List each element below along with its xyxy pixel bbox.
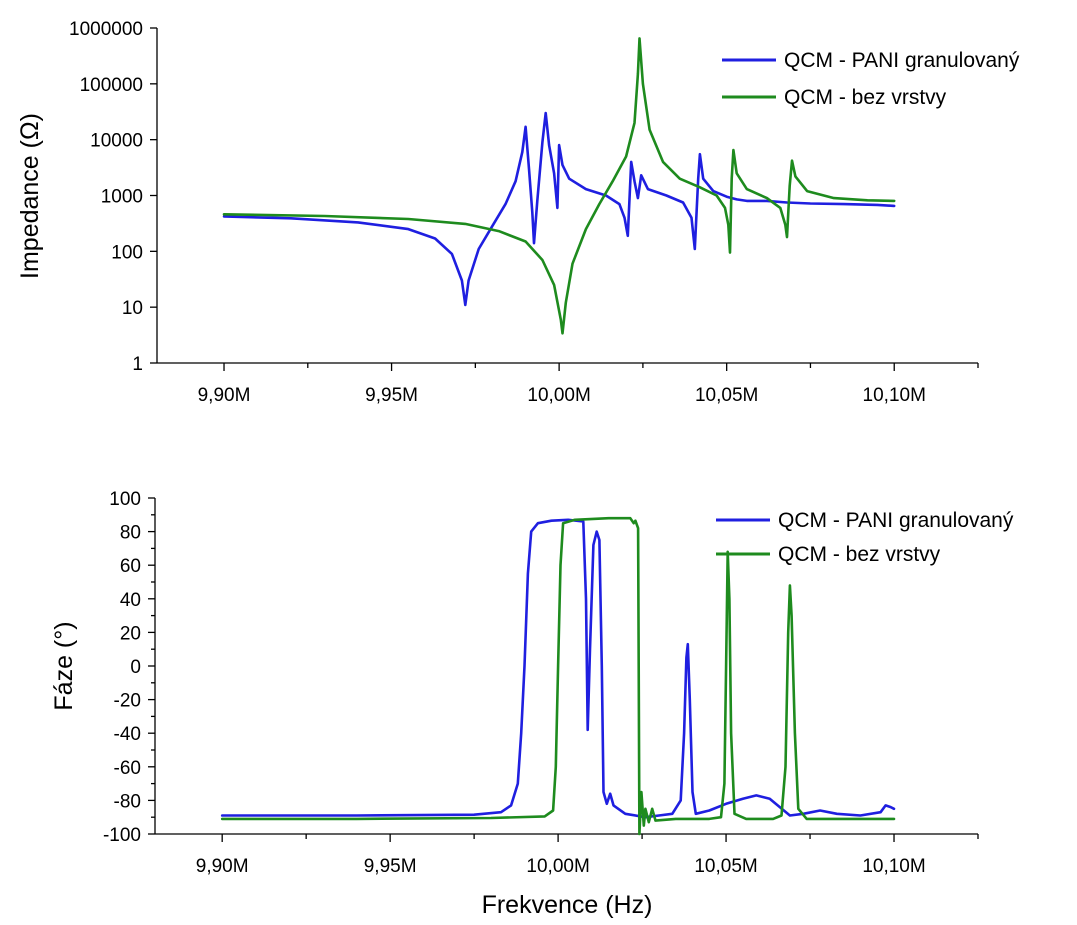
series-line-2: [222, 37, 896, 335]
x-tick-label: 10,10M: [862, 856, 925, 877]
x-tick-label: 10,00M: [527, 385, 590, 406]
y-tick-label: 10000: [90, 131, 143, 152]
x-tick-label: 9,90M: [198, 385, 251, 406]
x-tick-label: 10,05M: [694, 856, 757, 877]
legend-label: QCM - bez vrstvy: [784, 86, 947, 109]
chart-panel-2: 100 80 60 40 20 0 -20 -40 -60 -80 -100 9,90M 9,95M 10…: [50, 489, 1014, 919]
legend: QCM - PANI granulovaný QCM - bez vrstvy: [722, 49, 1020, 109]
y-axis-title: Fáze (°): [50, 621, 78, 710]
y-tick-label: -20: [114, 691, 141, 712]
y-tick-label: 40: [120, 590, 141, 611]
series-line-1: [222, 111, 896, 307]
y-tick-label: 100000: [80, 75, 143, 96]
y-tick-label: -80: [114, 791, 141, 812]
y-tick-label: 60: [120, 556, 141, 577]
series-line-1: [220, 518, 896, 819]
x-tick-label: 10,10M: [863, 385, 926, 406]
x-tick-label: 9,95M: [365, 385, 418, 406]
y-tick-label: 1: [132, 354, 143, 375]
x-axis-title: Frekvence (Hz): [482, 891, 653, 919]
legend-label: QCM - PANI granulovaný: [778, 509, 1014, 532]
x-tick-label: 10,00M: [526, 856, 589, 877]
legend-label: QCM - PANI granulovaný: [784, 49, 1020, 72]
y-tick-label: 0: [130, 657, 141, 678]
y-axis-title: Impedance (Ω): [16, 113, 44, 279]
y-tick-label: 100: [109, 489, 141, 510]
y-tick-label: -40: [114, 724, 141, 745]
y-tick-label: 20: [120, 623, 141, 644]
x-tick-label: 10,05M: [695, 385, 758, 406]
y-tick-label: 10: [122, 298, 143, 319]
y-tick-label: 1000000: [69, 19, 143, 40]
y-tick-label: -100: [103, 825, 141, 846]
chart-panel-1: 1 10 100 1000 10000 100000 1000000 9,90M 9,95M 10…: [16, 19, 1020, 406]
legend: QCM - PANI granulovaný QCM - bez vrstvy: [716, 509, 1014, 566]
legend-label: QCM - bez vrstvy: [778, 543, 941, 566]
x-tick-label: 9,95M: [364, 856, 417, 877]
x-tick-label: 9,90M: [196, 856, 249, 877]
y-tick-label: 1000: [101, 187, 143, 208]
series-line-2: [220, 516, 896, 836]
y-tick-label: 80: [120, 523, 141, 544]
y-tick-label: 100: [111, 242, 143, 263]
y-tick-label: -60: [114, 758, 141, 779]
